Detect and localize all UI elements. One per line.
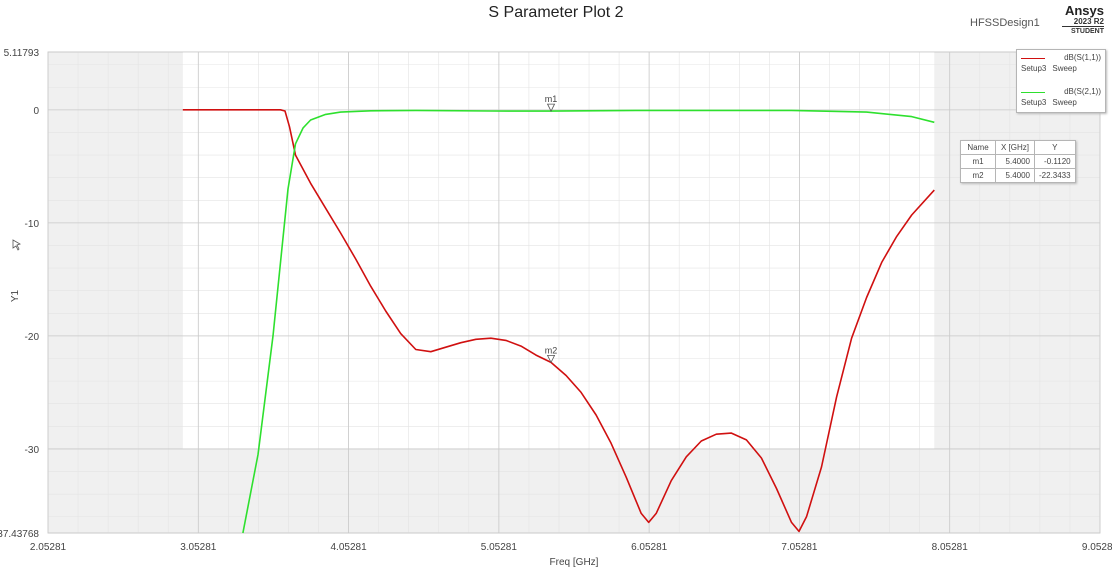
y-tick-label: -37.43768 — [0, 529, 39, 540]
y-tick-label: 0 — [33, 106, 39, 117]
cursor-icon — [12, 239, 21, 251]
trace-s11[interactable] — [182, 109, 935, 533]
marker-label: m2 — [545, 345, 558, 355]
ansys-logo: Ansys 2023 R2 STUDENT — [1062, 4, 1104, 36]
trace-s21[interactable] — [242, 109, 935, 534]
design-name: HFSSDesign1 — [970, 17, 1040, 29]
x-tick-label: 2.05281 — [30, 542, 67, 553]
x-tick-label: 5.05281 — [481, 542, 518, 553]
y-tick-label: -10 — [25, 219, 40, 230]
legend-label-s21: dB(S(2,1)) — [1064, 87, 1101, 96]
plot-title: S Parameter Plot 2 — [488, 4, 624, 21]
legend-sub-s11: Setup3 Sweep — [1021, 64, 1101, 73]
x-tick-label: 9.05281 — [1082, 542, 1112, 553]
legend-label-s11: dB(S(1,1)) — [1064, 53, 1101, 62]
x-axis-label: Freq [GHz] — [550, 557, 599, 568]
legend-swatch-s11 — [1021, 58, 1045, 59]
x-tick-label: 4.05281 — [330, 542, 367, 553]
legend[interactable]: dB(S(1,1)) Setup3 Sweep dB(S(2,1)) Setup3… — [1016, 49, 1106, 113]
x-tick-label: 6.05281 — [631, 542, 668, 553]
marker-table-header: Name X [GHz] Y — [960, 140, 1076, 155]
legend-swatch-s21 — [1021, 92, 1045, 93]
marker-x-value: 5.4000 — [995, 154, 1035, 169]
marker-triangle[interactable] — [546, 354, 556, 364]
x-tick-label: 3.05281 — [180, 542, 217, 553]
legend-sub-s21: Setup3 Sweep — [1021, 98, 1101, 107]
axis-ticks: 2.05281 3.05281 4.05281 5.05281 6.05281 7.052… — [0, 48, 1112, 553]
legend-setup-s11: Setup3 — [1021, 64, 1047, 73]
sweep-range-area — [182, 52, 935, 449]
brand-name: Ansys — [1064, 3, 1104, 18]
legend-sweep-s11: Sweep — [1052, 64, 1077, 73]
marker-label: m1 — [545, 94, 558, 104]
marker-row-m2[interactable]: m2 5.4000 -22.3433 — [960, 168, 1076, 183]
markers[interactable]: m1 m2 — [545, 94, 558, 364]
traces[interactable] — [182, 109, 935, 534]
y-axis-label: Y1 — [10, 289, 21, 302]
marker-triangle[interactable] — [546, 103, 556, 113]
marker-x-value: 5.4000 — [995, 168, 1035, 183]
y-tick-label: -20 — [25, 332, 40, 343]
marker-header-x: X [GHz] — [995, 140, 1035, 155]
brand-version: 2023 R2 — [1062, 17, 1104, 27]
marker-y-value: -22.3433 — [1034, 168, 1076, 183]
legend-entry-s11[interactable]: dB(S(1,1)) Setup3 Sweep — [1017, 53, 1105, 77]
marker-y-value: -0.1120 — [1034, 154, 1076, 169]
marker-table[interactable]: Name X [GHz] Y m1 5.4000 -0.1120 m2 5.40… — [960, 140, 1076, 183]
grid — [47, 51, 1101, 534]
x-tick-label: 8.05281 — [932, 542, 969, 553]
legend-setup-s21: Setup3 — [1021, 98, 1047, 107]
x-tick-label: 7.05281 — [781, 542, 818, 553]
marker-header-y: Y — [1034, 140, 1076, 155]
y-tick-label: -30 — [25, 445, 40, 456]
brand-edition: STUDENT — [1070, 28, 1104, 35]
marker-header-name: Name — [960, 140, 996, 155]
marker-name: m2 — [960, 168, 996, 183]
y-tick-label: 5.11793 — [4, 48, 40, 59]
legend-entry-s21[interactable]: dB(S(2,1)) Setup3 Sweep — [1017, 87, 1105, 111]
marker-name: m1 — [960, 154, 996, 169]
legend-sweep-s21: Sweep — [1052, 98, 1077, 107]
marker-row-m1[interactable]: m1 5.4000 -0.1120 — [960, 154, 1076, 169]
